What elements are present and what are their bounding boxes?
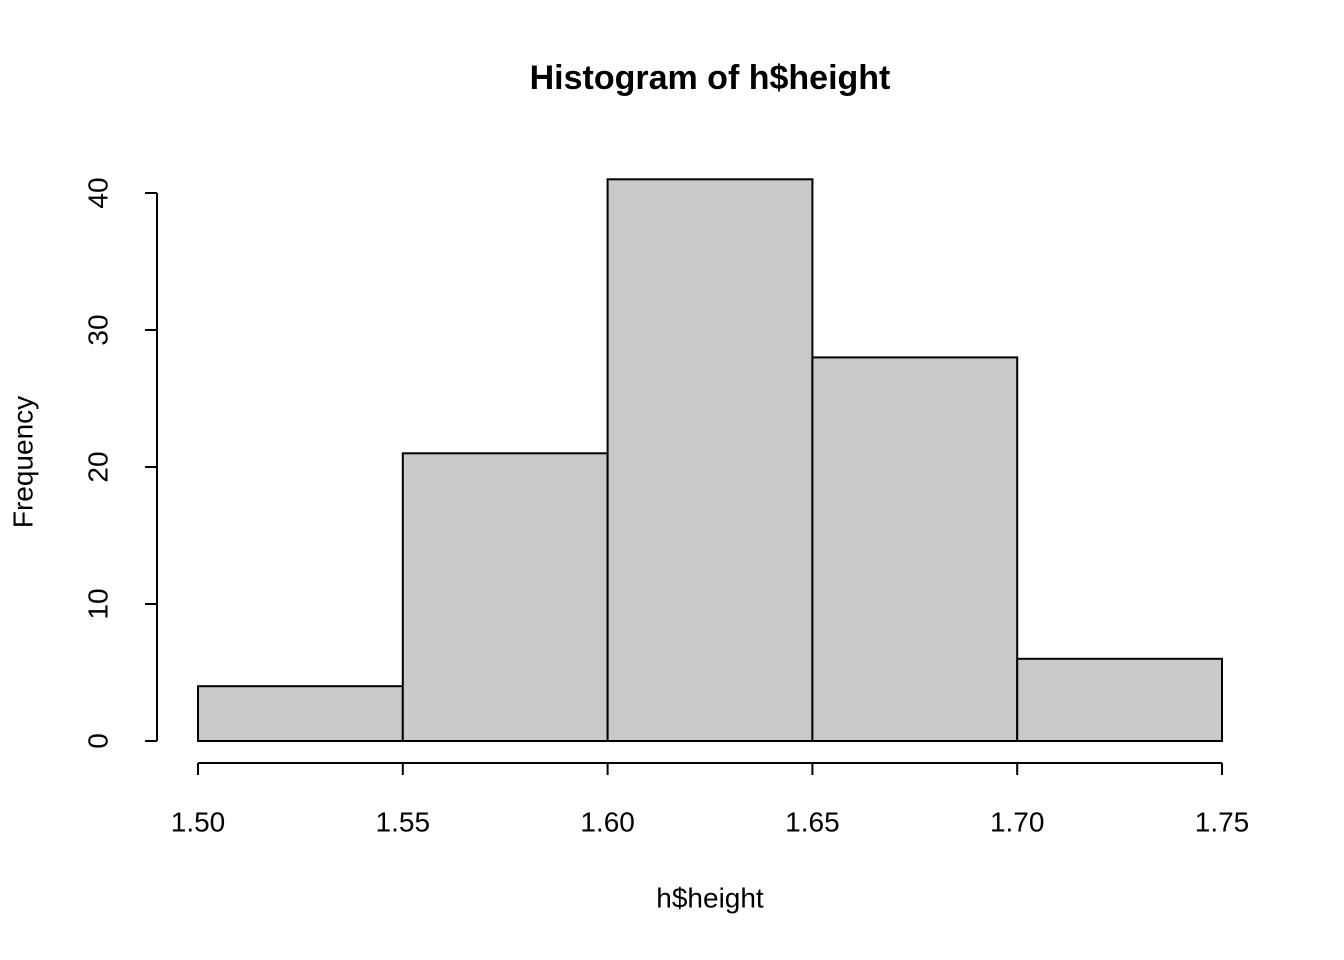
x-tick-label: 1.70 [990, 806, 1045, 837]
y-tick-label: 10 [82, 588, 113, 619]
bar [197, 685, 404, 743]
y-tick-label: 0 [82, 733, 113, 749]
bar [401, 452, 609, 742]
x-tick-label: 1.60 [580, 806, 635, 837]
x-axis-label: h$height [656, 882, 764, 913]
bar [1016, 657, 1224, 742]
bar [606, 178, 814, 743]
y-tick-label: 20 [82, 451, 113, 482]
chart-title: Histogram of h$height [530, 59, 891, 97]
x-tick-label: 1.75 [1195, 806, 1250, 837]
y-tick-label: 40 [82, 177, 113, 208]
x-tick-label: 1.50 [171, 806, 226, 837]
y-axis-label: Frequency [7, 396, 38, 528]
x-tick-label: 1.65 [785, 806, 840, 837]
bar [811, 356, 1019, 742]
y-tick-label: 30 [82, 314, 113, 345]
x-tick-label: 1.55 [376, 806, 431, 837]
